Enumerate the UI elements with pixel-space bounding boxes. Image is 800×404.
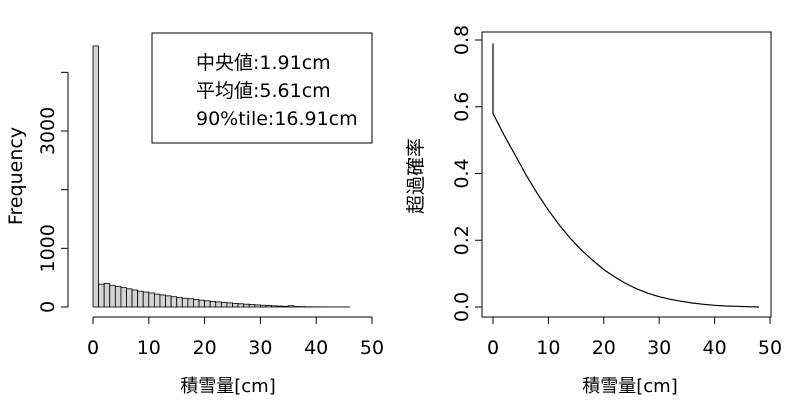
histogram-x-tick-label: 30 [248,337,272,359]
exceedance-x-axis-label: 積雪量[cm] [582,376,677,397]
histogram-bar [193,299,199,307]
histogram-bar [143,292,149,307]
histogram-bar [154,294,160,307]
histogram-bar [138,291,144,307]
exceedance-x-tick-label: 10 [536,337,560,359]
histogram-x-tick-label: 50 [360,337,384,359]
histogram-bar [110,285,116,307]
histogram-y-tick-label: 1000 [37,224,59,272]
histogram-bar [171,297,177,307]
legend-median: 中央値:1.91cm [196,52,331,74]
exceedance-x-tick-label: 30 [647,337,671,359]
histogram-bar [221,302,227,307]
histogram-bar [166,296,172,307]
histogram-y-tick-label: 0 [37,301,59,313]
histogram-bar [121,288,127,307]
exceedance-x-tick-label: 0 [487,337,499,359]
histogram-y-tick-label: 3000 [37,107,59,155]
histogram-bar [199,300,205,307]
histogram-bar [266,306,272,307]
exceedance-x-tick-label: 50 [758,337,782,359]
histogram-bar [233,303,239,307]
histogram-bar [93,46,99,307]
exceedance-x-ticks: 0 10 20 30 40 50 [487,317,782,359]
histogram-bar [249,305,255,307]
histogram-bar [115,286,121,307]
histogram-x-tick-label: 20 [193,337,217,359]
exceedance-x-tick-label: 20 [592,337,616,359]
histogram-bar [288,306,294,307]
exceedance-y-tick-label: 0.2 [451,225,473,255]
histogram-bar [99,284,105,307]
histogram-x-tick-label: 10 [137,337,161,359]
histogram-x-axis-label: 積雪量[cm] [180,376,275,397]
histogram-bar [149,293,155,307]
histogram-bar [177,298,183,307]
histogram-bar [104,284,110,307]
exceedance-x-tick-label: 40 [703,337,727,359]
histogram-bar [126,289,132,307]
histogram-legend: 中央値:1.91cm 平均値:5.61cm 90%tile:16.91cm [152,33,372,143]
histogram-bar [238,304,244,307]
histogram-bar [260,305,266,307]
exceedance-y-ticks: 0.0 0.2 0.4 0.6 0.8 [451,25,482,322]
histogram-bar [132,290,138,307]
exceedance-panel: 0 10 20 30 40 50 0.0 0.2 0.4 0.6 0.8 積雪量[cm] 超過確率 [405,25,782,397]
legend-90th-percentile: 90%tile:16.91cm [196,108,358,130]
histogram-bar [160,295,166,307]
exceedance-y-tick-label: 0.4 [451,158,473,188]
histogram-bar [244,304,250,307]
histogram-y-ticks: 0 1000 3000 [37,72,68,313]
exceedance-y-tick-label: 0.6 [451,92,473,122]
histogram-x-tick-label: 40 [304,337,328,359]
histogram-x-tick-label: 0 [87,337,99,359]
exceedance-y-tick-label: 0.8 [451,25,473,55]
histogram-bar [188,299,194,307]
exceedance-curve [493,43,759,307]
exceedance-y-axis-label: 超過確率 [405,138,427,214]
histogram-bar [227,303,233,307]
histogram-bar [283,306,289,307]
histogram-bar [255,305,261,307]
histogram-bar [205,301,211,307]
legend-mean: 平均値:5.61cm [196,80,331,102]
histogram-bar [272,306,278,307]
histogram-y-axis-label: Frequency [5,127,27,225]
histogram-bar [182,298,188,307]
histogram-bar [216,302,222,307]
histogram-x-ticks: 0 10 20 30 40 50 [87,317,384,359]
histogram-bar [210,301,216,307]
exceedance-y-tick-label: 0.0 [451,292,473,322]
histogram-bar [277,306,283,307]
